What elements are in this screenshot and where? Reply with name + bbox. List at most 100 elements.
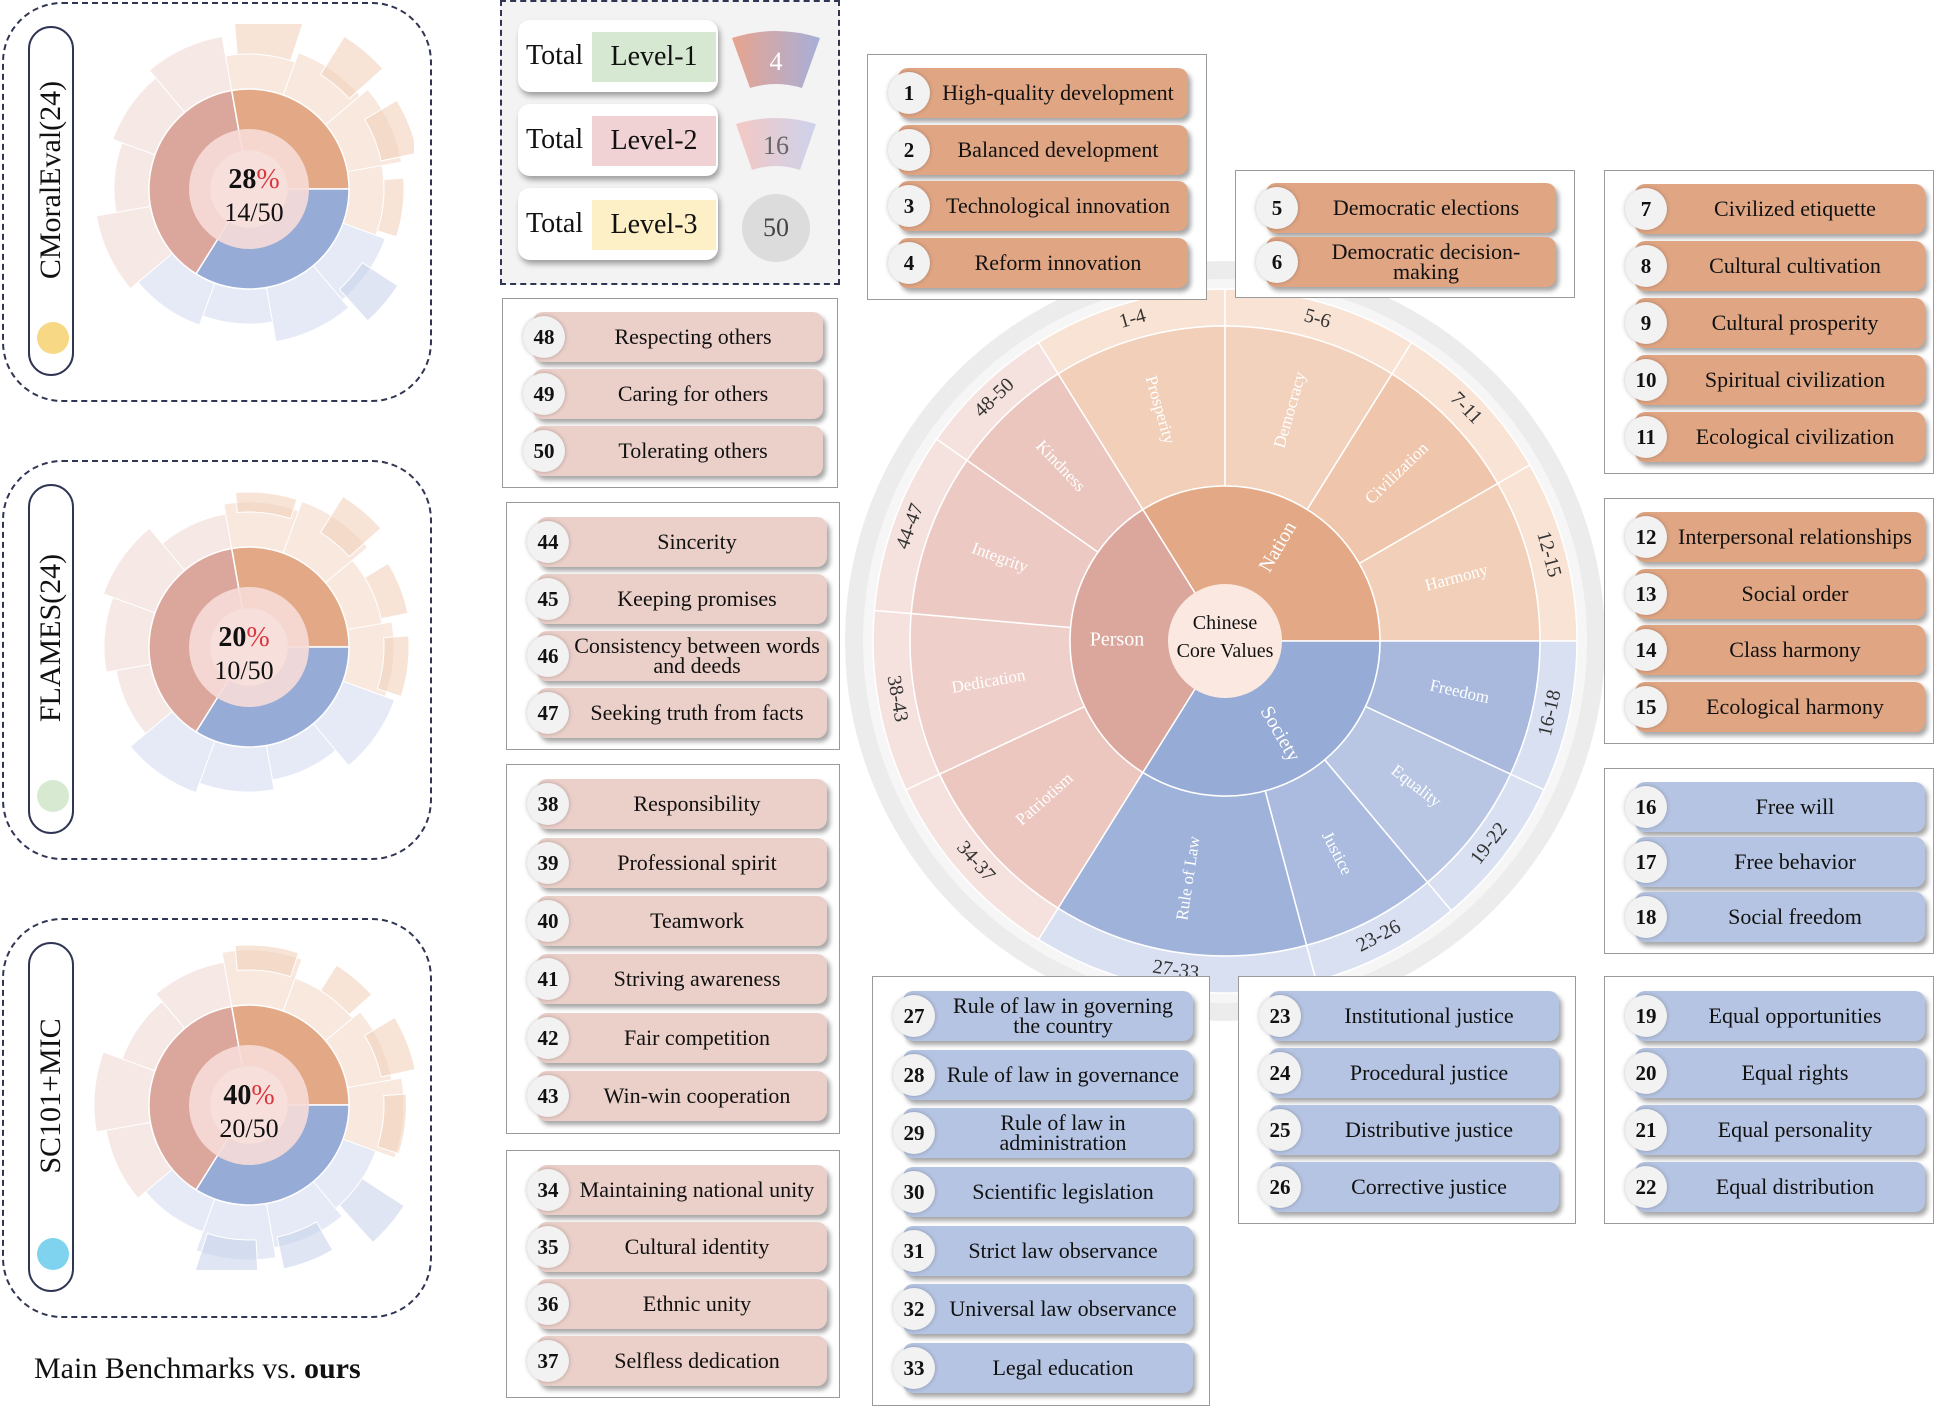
benchmark-color-dot	[37, 780, 69, 812]
legend-value: 16	[763, 131, 789, 160]
value-item-number: 1	[888, 72, 930, 115]
value-item-number: 2	[888, 128, 930, 171]
value-item-number: 16	[1625, 785, 1667, 828]
legend-value: 50	[763, 213, 789, 242]
value-group: 44 Sincerity 45 Keeping promises 46 Consisten…	[506, 502, 840, 750]
benchmark-level3-segment	[319, 964, 373, 1016]
value-item: 29 Rule of law in administration	[893, 1108, 1193, 1159]
value-item-label: Interpersonal relationships	[1678, 524, 1912, 550]
value-item-number: 26	[1259, 1165, 1301, 1208]
legend-level: Level-1	[592, 32, 716, 82]
value-item: 50 Tolerating others	[523, 425, 823, 476]
value-item-label: Fair competition	[623, 1024, 771, 1050]
legend-row-level2: Total Level-2	[518, 104, 718, 176]
benchmark-sunburst	[95, 24, 414, 343]
value-item-number: 22	[1625, 1165, 1667, 1208]
value-item-number: 38	[527, 783, 569, 826]
value-item: 36 Ethnic unity	[527, 1278, 827, 1329]
value-item: 31 Strict law observance	[893, 1225, 1193, 1276]
value-item-label: Striving awareness	[613, 966, 781, 992]
value-item: 2 Balanced development	[888, 124, 1188, 175]
value-item: 39 Professional spirit	[527, 837, 827, 888]
wheel-center-line1: Chinese	[1193, 612, 1258, 634]
benchmark-level3-segment	[364, 99, 414, 162]
value-item-number: 50	[523, 429, 565, 472]
benchmark-card-sc101: SC101+MIC 40% 20/50	[2, 918, 432, 1318]
value-item-number: 39	[527, 841, 569, 884]
value-item: 43 Win-win cooperation	[527, 1070, 827, 1121]
value-item-label: Ethnic unity	[642, 1290, 752, 1316]
value-item: 3 Technological innovation	[888, 181, 1188, 232]
value-item-number: 12	[1625, 516, 1667, 559]
legend-level: Level-2	[592, 116, 716, 166]
value-item-label: Civilized etiquette	[1714, 196, 1876, 222]
value-item-number: 20	[1625, 1051, 1667, 1094]
value-group: 5 Democratic elections 6 Democratic decisio…	[1235, 170, 1575, 298]
value-item-label: Tolerating others	[618, 437, 768, 463]
value-item-label: Equal rights	[1741, 1059, 1849, 1085]
value-item-label: Legal education	[992, 1354, 1134, 1380]
value-item: 23 Institutional justice	[1259, 990, 1559, 1041]
level-legend: Total Level-1 4 Total Level-2 16 Total L…	[500, 0, 840, 285]
benchmark-card-cmoraleval: CMoralEval(24) 28% 14/50	[2, 2, 432, 402]
footer-caption: Main Benchmarks vs. ours	[34, 1352, 361, 1385]
value-item-number: 10	[1625, 358, 1667, 401]
value-group: 1 High-quality development 2 Balanced devel…	[867, 54, 1207, 300]
benchmark-level3-segment	[376, 177, 405, 238]
benchmark-level3-segment	[234, 24, 304, 62]
value-item-label: Selfless dedication	[614, 1347, 780, 1373]
value-group: 19 Equal opportunities 20 Equal rights 21 Equ…	[1604, 976, 1934, 1224]
benchmark-level3-segment	[376, 1093, 407, 1155]
value-item: 13 Social order	[1625, 568, 1925, 619]
value-group: 34 Maintaining national unity 35 Cultural i…	[506, 1150, 840, 1398]
value-item-number: 32	[893, 1288, 935, 1331]
legend-row-level1: Total Level-1	[518, 20, 718, 92]
value-item-number: 25	[1259, 1108, 1301, 1151]
value-item-label: Distributive justice	[1344, 1116, 1514, 1142]
benchmark-color-dot	[37, 1238, 69, 1270]
value-item-number: 15	[1625, 685, 1667, 728]
value-group: 7 Civilized etiquette 8 Cultural cultivatio…	[1604, 170, 1934, 474]
value-item-label: Rule of law in governing the country	[953, 993, 1173, 1039]
value-item: 1 High-quality development	[888, 68, 1188, 119]
value-item: 35 Cultural identity	[527, 1221, 827, 1272]
benchmark-name: SC101+MIC	[34, 1018, 67, 1174]
legend-row-level3: Total Level-3	[518, 188, 718, 260]
value-item-number: 21	[1625, 1108, 1667, 1151]
value-item: 9 Cultural prosperity	[1625, 298, 1925, 348]
value-item: 30 Scientific legislation	[893, 1167, 1193, 1217]
benchmark-color-dot	[37, 322, 69, 354]
benchmark-level3-segment	[234, 944, 300, 978]
value-item: 34 Maintaining national unity	[527, 1164, 827, 1215]
value-group: 48 Respecting others 49 Caring for others 50…	[502, 298, 838, 488]
legend-level: Level-3	[592, 200, 716, 250]
benchmark-level3-segment	[364, 1016, 414, 1078]
value-item-label: Class harmony	[1729, 637, 1861, 663]
value-item-number: 33	[893, 1346, 935, 1389]
value-item-label: Consistency between words and deeds	[574, 632, 820, 678]
value-item-label: Social freedom	[1728, 904, 1862, 930]
value-item-label: Rule of law in governance	[946, 1061, 1180, 1087]
wheel-center-line2: Core Values	[1177, 640, 1274, 662]
value-item-label: Reform innovation	[974, 249, 1142, 275]
benchmark-card-flames: FLAMES(24) 20% 10/50	[2, 460, 432, 860]
value-item: 46 Consistency between words and deeds	[527, 630, 827, 681]
value-item: 48 Respecting others	[523, 312, 823, 363]
value-item-label: Seeking truth from facts	[590, 699, 804, 725]
value-item-label: Free will	[1755, 793, 1835, 819]
legend-total: Total	[526, 208, 584, 239]
value-item: 44 Sincerity	[527, 516, 827, 567]
value-item-label: Keeping promises	[617, 585, 777, 611]
value-item: 12 Interpersonal relationships	[1625, 512, 1925, 563]
value-item-number: 42	[527, 1016, 569, 1059]
value-item: 7 Civilized etiquette	[1625, 184, 1925, 235]
value-item-label: High-quality development	[942, 80, 1174, 106]
wheel-center	[1168, 584, 1282, 698]
value-group: 23 Institutional justice 24 Procedural just…	[1238, 976, 1576, 1224]
value-item-number: 36	[527, 1282, 569, 1325]
value-item: 21 Equal personality	[1625, 1104, 1925, 1155]
value-item-number: 9	[1625, 302, 1667, 344]
value-item-label: Institutional justice	[1344, 1002, 1514, 1028]
value-item: 10 Spiritual civilization	[1625, 354, 1925, 405]
